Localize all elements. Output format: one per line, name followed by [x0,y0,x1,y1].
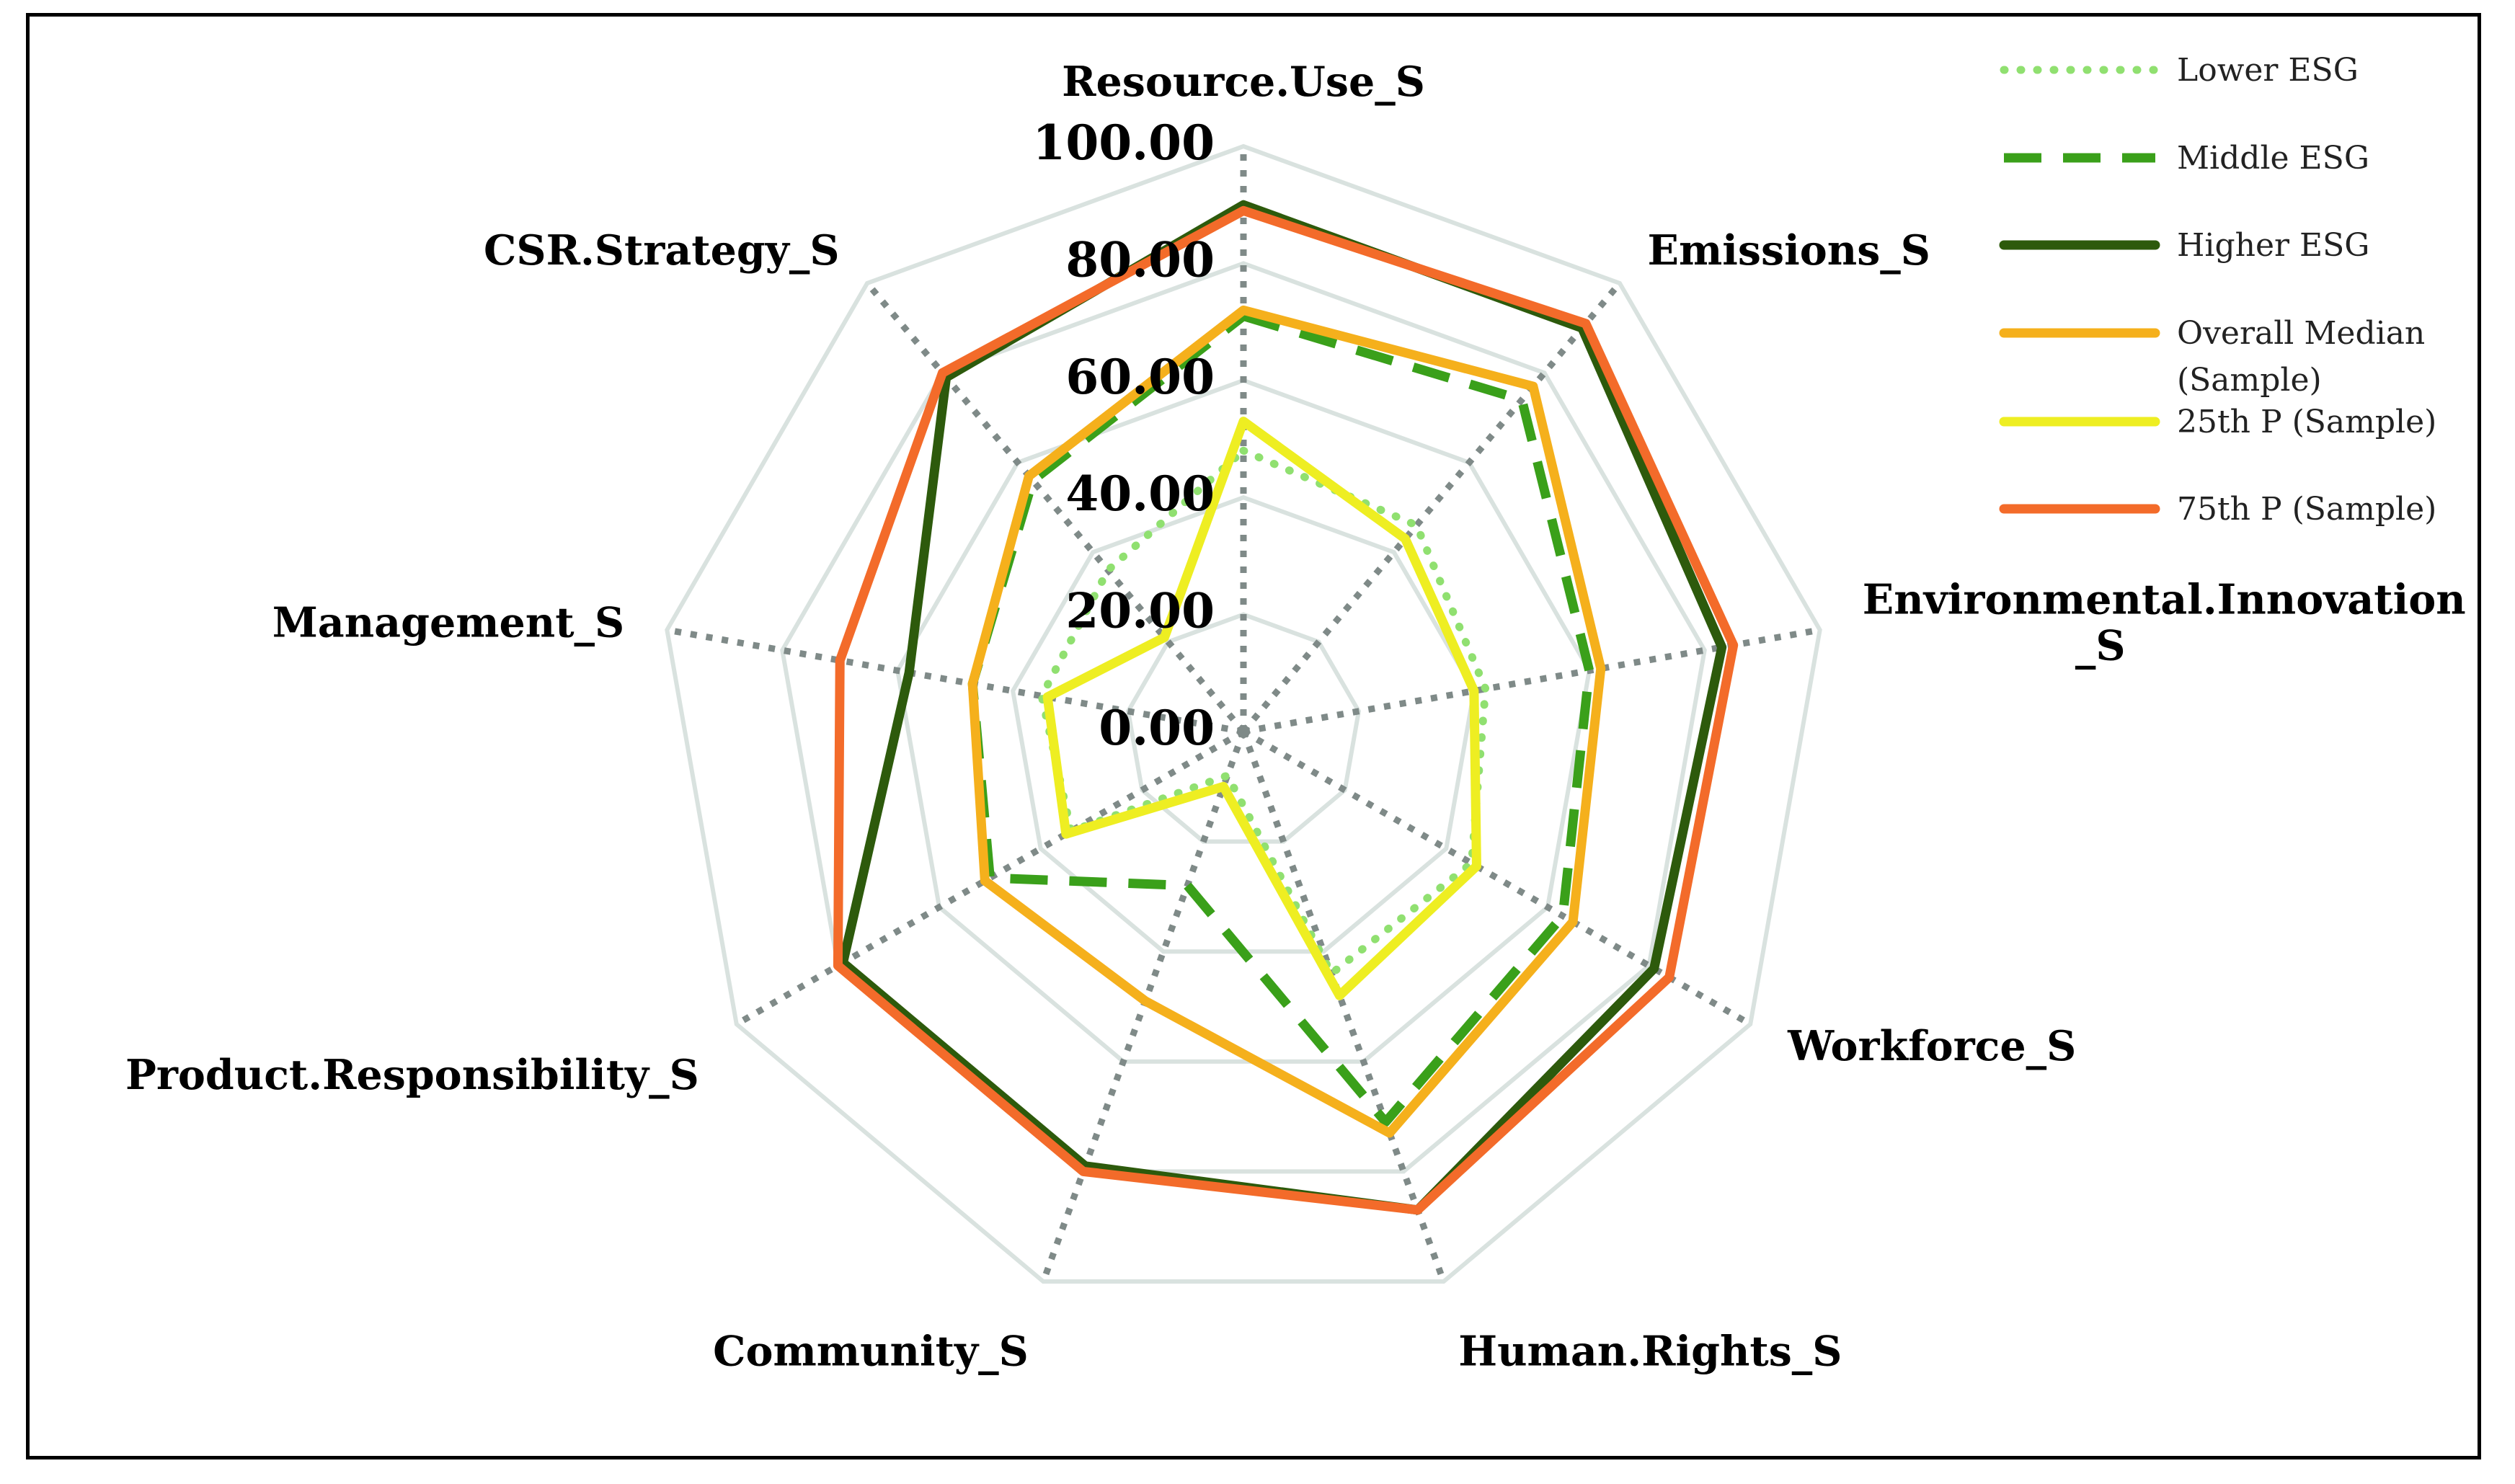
r-tick-label: 80.00 [1065,231,1215,288]
axis-label: Community_S [713,1327,1029,1375]
r-tick-label: 100.00 [1032,115,1215,171]
r-tick-label: 60.00 [1065,349,1215,405]
axis-label: Human.Rights_S [1458,1327,1842,1375]
axis-spoke [1240,730,1447,1283]
series-middle-esg [967,311,1594,1127]
axis-label: Workforce_S [1787,1022,2076,1070]
axis-spoke [1243,626,1821,735]
chart-frame [26,13,2481,1459]
axis-label: CSR.Strategy_S [484,226,839,275]
axis-spoke [1241,281,1623,734]
legend-label: 25th P (Sample) [2177,404,2436,440]
r-tick-label: 20.00 [1065,583,1215,639]
series-lower-esg [1037,446,1490,978]
r-tick-label: 40.00 [1065,466,1215,522]
axis-label: Product.Responsibility_S [125,1051,699,1099]
axis-spoke [666,626,1244,735]
spoke-layer [666,146,1821,1283]
series-overall-median-sample [967,305,1606,1138]
axis-spoke [1241,729,1752,1027]
legend-label: 75th P (Sample) [2177,491,2436,528]
legend: Lower ESG Middle ESG Higher ESG Overall Med… [1999,52,2436,528]
grid-ring [895,378,1592,1064]
axis-label-layer: Resource.Use_S Emissions_S Environmental.I… [125,58,2466,1375]
grid-ring [780,261,1707,1174]
axis-spoke [1040,730,1247,1283]
r-tick-label: 0.00 [1099,700,1215,756]
series-25th-p-sample [1042,417,1481,1000]
axis-label: Environmental.Innovation _S [1863,576,2466,670]
axis-label: Emissions_S [1648,226,1930,275]
axis-label: Management_S [272,599,625,647]
legend-label: Middle ESG [2177,140,2369,177]
grid-ring [1125,612,1362,844]
legend-label: Lower ESG [2177,52,2359,89]
series-75th-p-sample [833,205,1739,1215]
axis-label: Resource.Use_S [1062,58,1425,106]
tick-layer: 0.00 20.00 40.00 60.00 80.00 100.00 [1032,115,1215,756]
grid-ring [665,143,1822,1284]
series-layer [833,200,1739,1215]
axis-spoke [864,281,1246,734]
grid-layer [665,143,1822,1284]
legend-label: Higher ESG [2177,227,2369,264]
legend-label: Overall Median (Sample) [2177,315,2425,399]
axis-spoke [735,729,1246,1027]
